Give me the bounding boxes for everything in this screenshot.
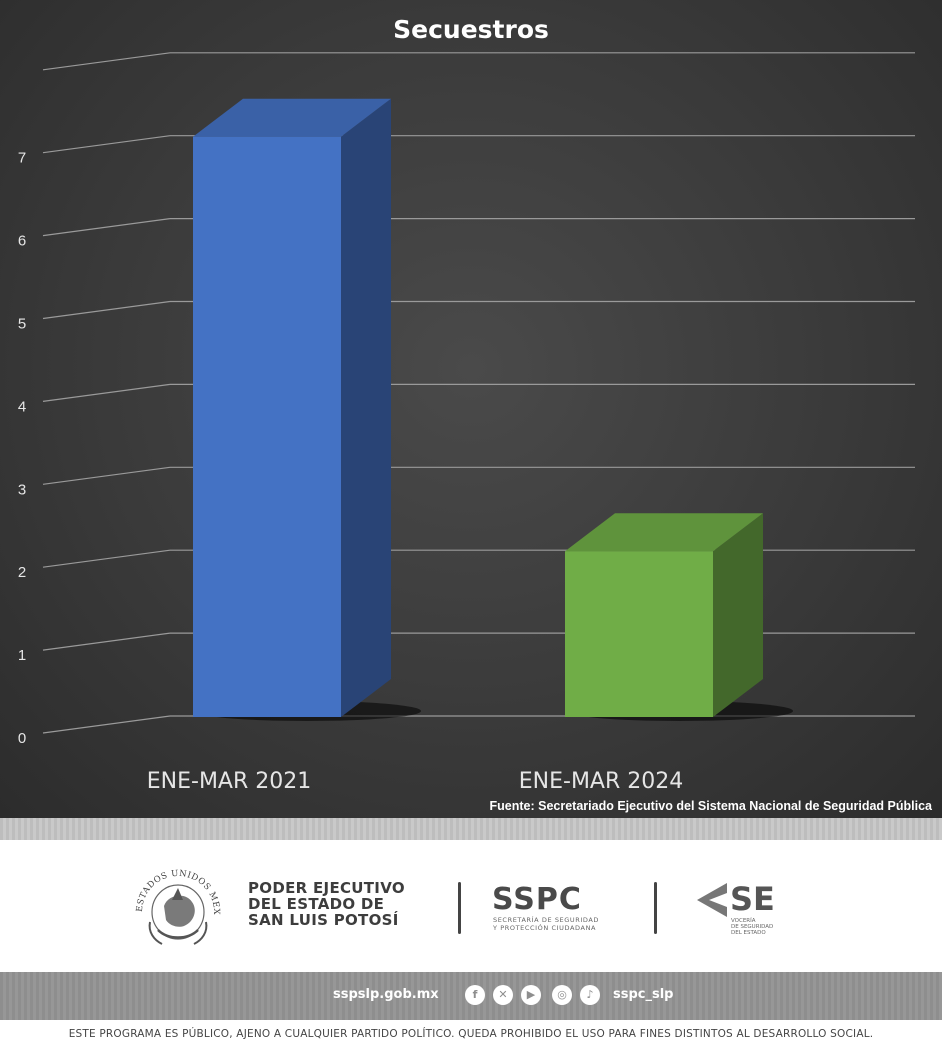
logo-divider xyxy=(654,882,657,934)
bar-front xyxy=(193,136,341,717)
grid-diagonal xyxy=(42,715,171,734)
grid-diagonal xyxy=(42,632,171,651)
vocero-subtitle-line-2: DE SEGURIDAD xyxy=(731,924,774,930)
bar-side xyxy=(341,98,391,717)
sspc-logo: SSPC xyxy=(492,882,582,917)
y-tick-label: 7 xyxy=(18,150,26,167)
y-tick-label: 6 xyxy=(18,233,26,250)
divider-band xyxy=(0,818,942,840)
source-note: Fuente: Secretariado Ejecutivo del Siste… xyxy=(489,799,933,813)
y-tick-label: 5 xyxy=(18,316,26,333)
sspc-subtitle: SECRETARÍA DE SEGURIDAD Y PROTECCIÓN CIU… xyxy=(493,916,599,932)
grid-diagonal xyxy=(42,135,171,154)
grid-diagonal xyxy=(42,300,171,320)
youtube-icon[interactable]: ▶ xyxy=(521,985,541,1005)
tiktok-icon[interactable]: ♪ xyxy=(580,985,600,1005)
logo-divider xyxy=(458,882,461,934)
y-tick-label: 4 xyxy=(18,398,26,415)
social-handle[interactable]: sspc_slp xyxy=(613,987,674,1002)
y-tick-label: 0 xyxy=(18,730,26,747)
bar-top xyxy=(565,513,763,552)
bar-front xyxy=(565,551,713,717)
disclaimer: ESTE PROGRAMA ES PÚBLICO, AJENO A CUALQU… xyxy=(0,1020,942,1048)
vocero-logo: SE xyxy=(730,880,775,918)
vocero-subtitle-line-1: VOCERÍA xyxy=(731,918,756,924)
sspc-subtitle-line-1: SECRETARÍA DE SEGURIDAD xyxy=(493,916,600,924)
bar-side xyxy=(713,513,763,717)
website-link[interactable]: sspslp.gob.mx xyxy=(333,987,439,1002)
government-name-line-1: PODER EJECUTIVO xyxy=(248,879,405,897)
vocero-subtitle: VOCERÍA DE SEGURIDAD DEL ESTADO xyxy=(731,918,773,936)
facebook-icon[interactable]: f xyxy=(465,985,485,1005)
y-tick-label: 1 xyxy=(18,647,26,664)
vocero-subtitle-line-3: DEL ESTADO xyxy=(731,930,766,936)
y-tick-label: 2 xyxy=(18,564,26,581)
government-name-line-2: DEL ESTADO DE xyxy=(248,895,385,913)
vocero-chevron-icon xyxy=(697,883,727,917)
sspc-subtitle-line-2: Y PROTECCIÓN CIUDADANA xyxy=(493,924,597,932)
x-category-label: ENE-MAR 2021 xyxy=(147,769,312,794)
chart-panel: 0 1 2 3 4 5 6 7 Secuestros ENE-MAR 2021 ENE-MAR 20… xyxy=(0,0,942,818)
logo-strip: ESTADOS UNIDOS MEXICANOS PODER EJECUTIVO… xyxy=(0,840,942,970)
grid-diagonal xyxy=(42,466,171,485)
bar-chart: 0 1 2 3 4 5 6 7 Secuestros ENE-MAR 2021 ENE-MAR 20… xyxy=(17,15,915,794)
government-name: PODER EJECUTIVO DEL ESTADO DE SAN LUIS P… xyxy=(248,880,405,928)
chart-title: Secuestros xyxy=(393,15,549,44)
grid-diagonal xyxy=(42,52,171,71)
grid-diagonal xyxy=(42,218,171,237)
y-tick-label: 3 xyxy=(18,481,26,498)
bar-top xyxy=(193,98,391,137)
grid-diagonal xyxy=(42,549,171,568)
x-category-label: ENE-MAR 2024 xyxy=(519,769,684,794)
government-name-line-3: SAN LUIS POTOSÍ xyxy=(248,911,399,929)
x-icon[interactable]: ✕ xyxy=(493,985,513,1005)
mexican-seal-icon: ESTADOS UNIDOS MEXICANOS xyxy=(128,860,221,945)
social-bar: sspslp.gob.mx f ✕ ▶ ◎ ♪ sspc_slp xyxy=(0,972,942,1020)
instagram-icon[interactable]: ◎ xyxy=(552,985,572,1005)
grid-diagonal xyxy=(42,383,171,402)
